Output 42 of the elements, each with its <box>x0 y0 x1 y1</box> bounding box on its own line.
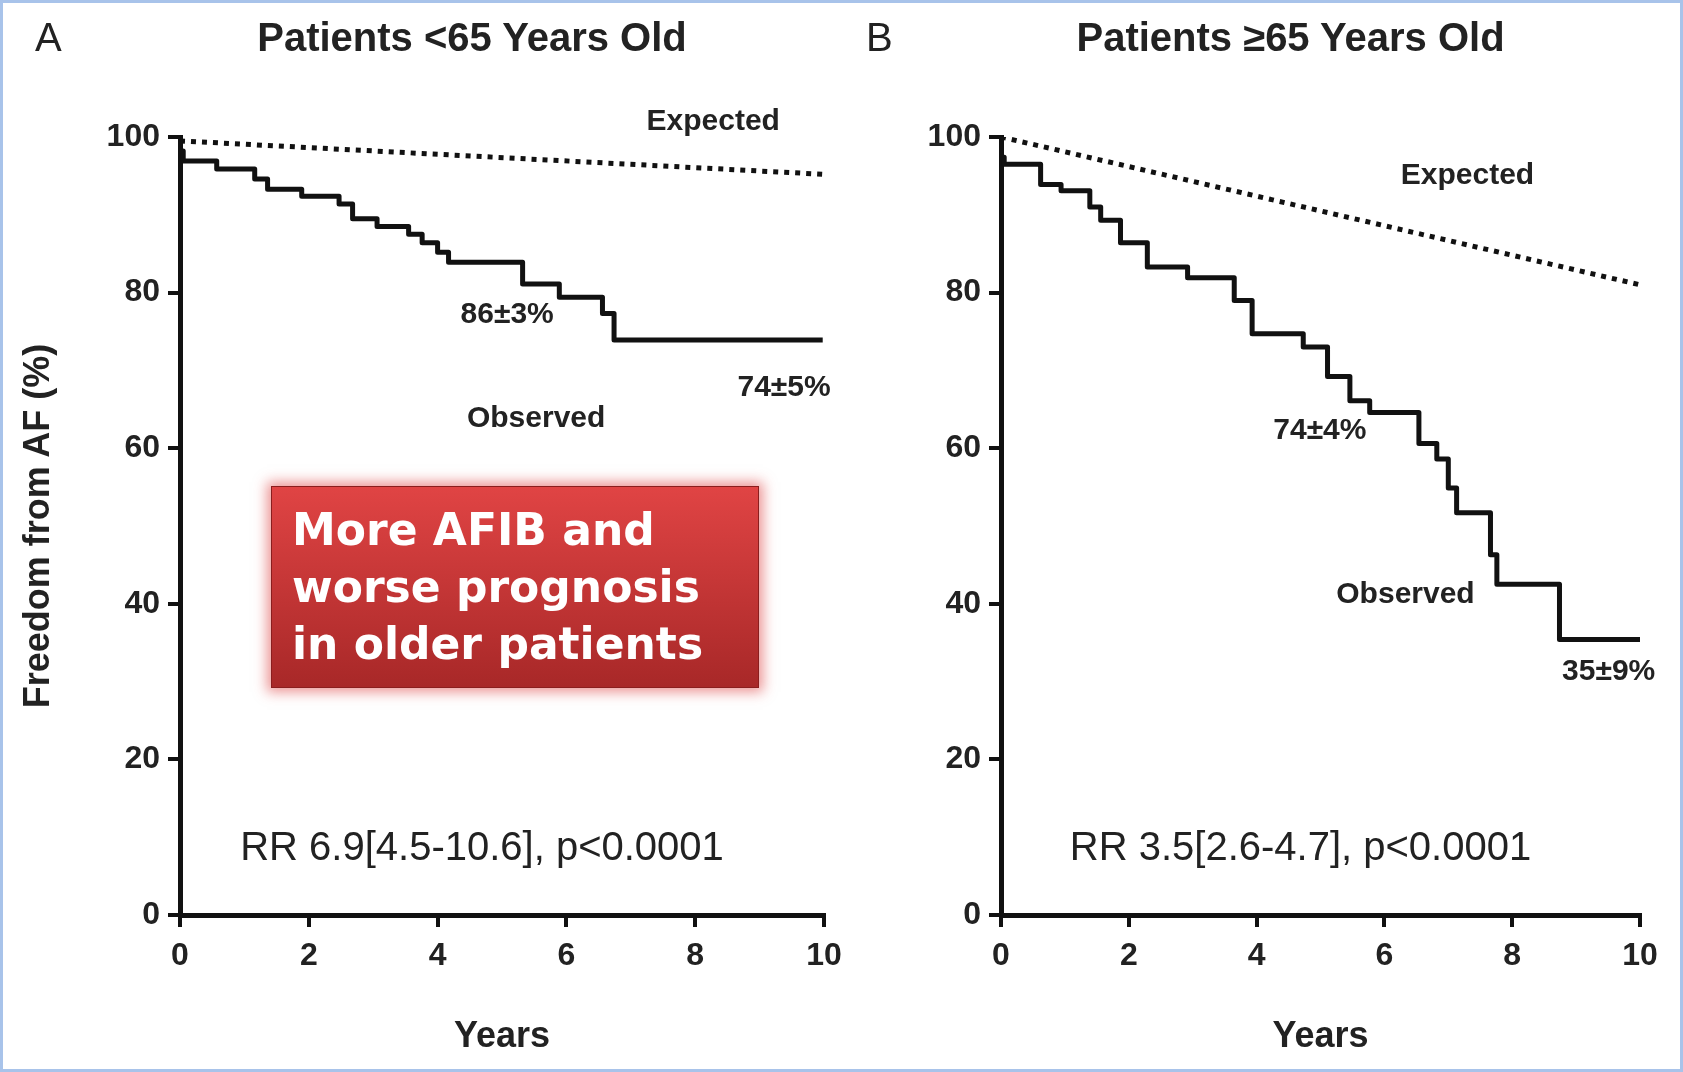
x-tick-label: 10 <box>1622 936 1658 973</box>
y-axis-title: Freedom from AF (%) <box>15 343 57 709</box>
y-tick-label: 0 <box>963 894 981 931</box>
y-tick-label: 100 <box>106 116 160 153</box>
annotation: 74±5% <box>737 368 831 402</box>
y-tick-label: 80 <box>945 272 981 309</box>
y-tick-label: 60 <box>945 428 981 465</box>
x-tick-label: 4 <box>428 936 447 973</box>
annotation: 86±3% <box>460 296 554 330</box>
annotation: 74±4% <box>1273 412 1367 446</box>
y-tick-label: 40 <box>124 583 160 620</box>
annotation: Observed <box>1336 575 1475 609</box>
x-tick-label: 2 <box>1119 936 1138 973</box>
y-tick-label: 0 <box>142 894 160 931</box>
x-tick-label: 6 <box>557 936 576 973</box>
y-tick-label: 20 <box>945 739 981 776</box>
y-tick-label: 40 <box>945 583 981 620</box>
x-axis-title: Years <box>1272 1014 1369 1056</box>
annotation: RR 6.9[4.5-10.6], p<0.0001 <box>240 824 724 869</box>
x-tick-label: 4 <box>1247 936 1266 973</box>
text: Expected <box>646 103 780 137</box>
x-tick-label: 10 <box>806 936 842 973</box>
x-tick-label: 8 <box>686 936 705 973</box>
y-tick-label: 20 <box>124 739 160 776</box>
x-tick-label: 0 <box>171 936 189 973</box>
chart-title: Patients <65 Years Old <box>257 15 687 60</box>
x-tick-label: 8 <box>1503 936 1522 973</box>
x-tick-label: 6 <box>1375 936 1394 973</box>
annotation: More AFIB and worse prognosis in older patients <box>271 486 759 688</box>
x-axis-title: Years <box>453 1014 551 1056</box>
y-tick-label: 100 <box>927 116 981 153</box>
chart-title: Patients ≥65 Years Old <box>1076 15 1505 60</box>
text: A <box>35 15 62 60</box>
text: B <box>866 15 893 60</box>
annotation: Expected <box>1400 156 1535 190</box>
x-tick-label: 0 <box>992 936 1010 973</box>
y-tick-label: 60 <box>124 428 160 465</box>
x-tick-label: 2 <box>299 936 318 973</box>
annotation: Observed <box>466 400 606 434</box>
annotation: 35±9% <box>1562 652 1656 686</box>
y-tick-label: 80 <box>124 272 160 309</box>
annotation: RR 3.5[2.6-4.7], p<0.0001 <box>1069 824 1532 869</box>
